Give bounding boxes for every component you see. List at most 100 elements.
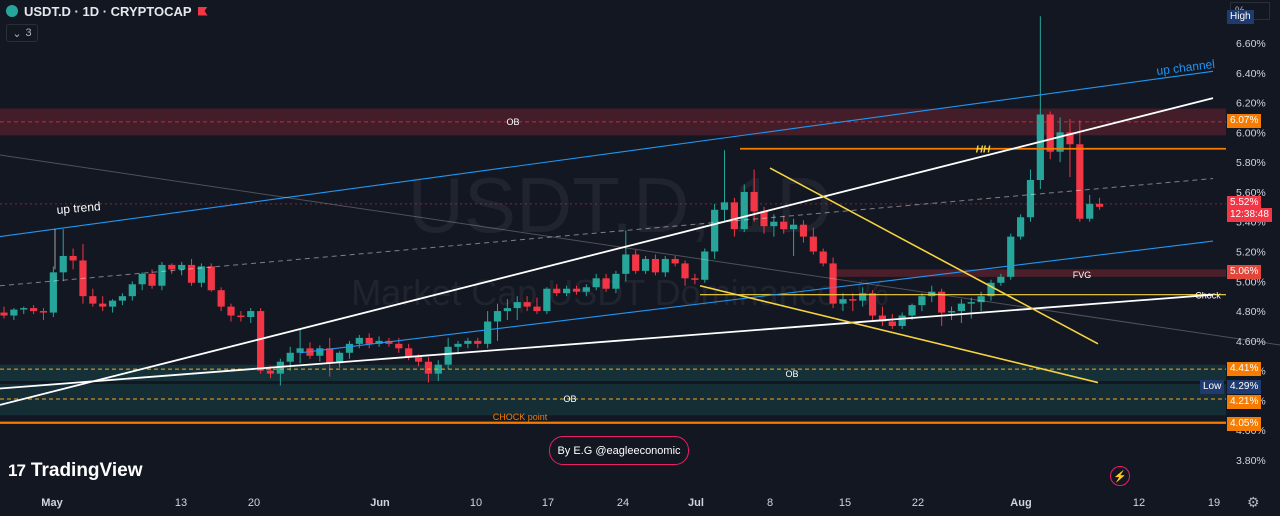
candle-body (859, 293, 867, 301)
candle-body (602, 278, 610, 289)
candle-body (414, 357, 423, 362)
candle-body (750, 191, 758, 212)
candle-body (1086, 203, 1094, 219)
candle-body (503, 308, 511, 312)
candle (326, 337, 334, 377)
ob-zone-mid (0, 364, 1226, 382)
candle-body (79, 260, 87, 297)
candle-body (99, 303, 107, 307)
candle-body (59, 255, 67, 273)
symbol-title: USDT.D · 1D · CRYPTOCAP (24, 3, 192, 19)
candle-body (266, 370, 275, 374)
candle (158, 261, 166, 291)
y-tick-label: 6.40% (1236, 68, 1266, 80)
candle-body (474, 340, 482, 344)
x-tick-label: 10 (470, 497, 482, 509)
candle (30, 305, 38, 315)
candle (0, 306, 8, 319)
bolt-icon[interactable]: ⚡ (1110, 466, 1130, 486)
y-tick-label: 6.20% (1236, 98, 1266, 110)
candle (582, 284, 590, 297)
candle (79, 244, 87, 304)
candle-body (484, 321, 492, 344)
candle (849, 293, 857, 312)
candle-body (849, 299, 857, 301)
candle-body (148, 273, 156, 286)
candle-body (572, 288, 581, 292)
candle (345, 340, 354, 359)
candle-body (365, 337, 373, 344)
x-tick-label: Jun (370, 497, 390, 509)
candle-body (493, 311, 502, 322)
candle (1026, 169, 1035, 222)
candle-body (395, 343, 403, 349)
candle (720, 150, 729, 222)
candle (474, 337, 482, 349)
candle (493, 303, 502, 341)
symbol-header[interactable]: USDT.D · 1D · CRYPTOCAP (6, 2, 208, 20)
gear-icon[interactable]: ⚙ (1247, 494, 1260, 510)
candle-body (641, 258, 650, 271)
candle-body (158, 264, 166, 286)
price-level-5: 4.05% (1227, 417, 1262, 431)
candle (612, 270, 620, 294)
candle (454, 340, 462, 355)
candle (790, 218, 798, 256)
candle-body (562, 288, 571, 294)
candle (1095, 197, 1104, 210)
candle-body (128, 284, 136, 297)
channel-midline (0, 178, 1214, 287)
candle (750, 169, 758, 222)
candle-body (108, 300, 117, 307)
current-price: 5.52% (1227, 196, 1262, 210)
indicators-toggle[interactable]: ⌄ 3 (6, 24, 38, 42)
chock-point-label: CHOCK point (493, 412, 548, 422)
price-level-2: 5.06% (1227, 265, 1262, 279)
candle (39, 308, 48, 321)
flag-icon[interactable] (197, 6, 208, 16)
candle-body (227, 306, 235, 316)
candle-body (987, 282, 995, 297)
candle-body (592, 278, 600, 288)
candle (987, 279, 995, 301)
candle-body (49, 272, 57, 313)
candle (1056, 117, 1064, 163)
candle (464, 337, 472, 349)
candle-body (799, 224, 808, 237)
candle (641, 255, 650, 274)
candle-body (69, 255, 77, 261)
candle (829, 257, 837, 309)
x-tick-label: 17 (542, 497, 554, 509)
diagonal-ray (0, 154, 1280, 346)
candle-body (1036, 114, 1044, 181)
falling-wedge-bottom (699, 284, 1099, 384)
candle (10, 308, 18, 321)
y-tick-label: 6.00% (1236, 127, 1266, 139)
candle-body (671, 258, 679, 264)
candle (740, 184, 748, 233)
candle-body (39, 311, 48, 313)
credit-text: By E.G @eagleeconomic (557, 444, 681, 457)
candle-body (819, 251, 827, 264)
candle (1036, 16, 1044, 189)
high-label: High (1227, 10, 1254, 24)
x-tick-label: May (41, 497, 63, 509)
candle-body (720, 202, 729, 210)
tradingview-logo[interactable]: 17 TradingView (8, 460, 143, 482)
candle (562, 285, 571, 297)
candle (592, 273, 600, 291)
candle-body (187, 264, 196, 283)
candle-body (316, 348, 324, 356)
candle-body (454, 343, 462, 347)
candle (681, 260, 689, 286)
candle (997, 273, 1005, 286)
candle (128, 281, 136, 301)
candle-body (207, 266, 215, 291)
candle-body (405, 348, 413, 358)
candle-body (582, 287, 590, 292)
y-tick-label: 5.80% (1236, 157, 1266, 169)
x-tick-label: 22 (912, 497, 924, 509)
candle-body (1095, 203, 1104, 207)
candle-body (947, 311, 956, 313)
